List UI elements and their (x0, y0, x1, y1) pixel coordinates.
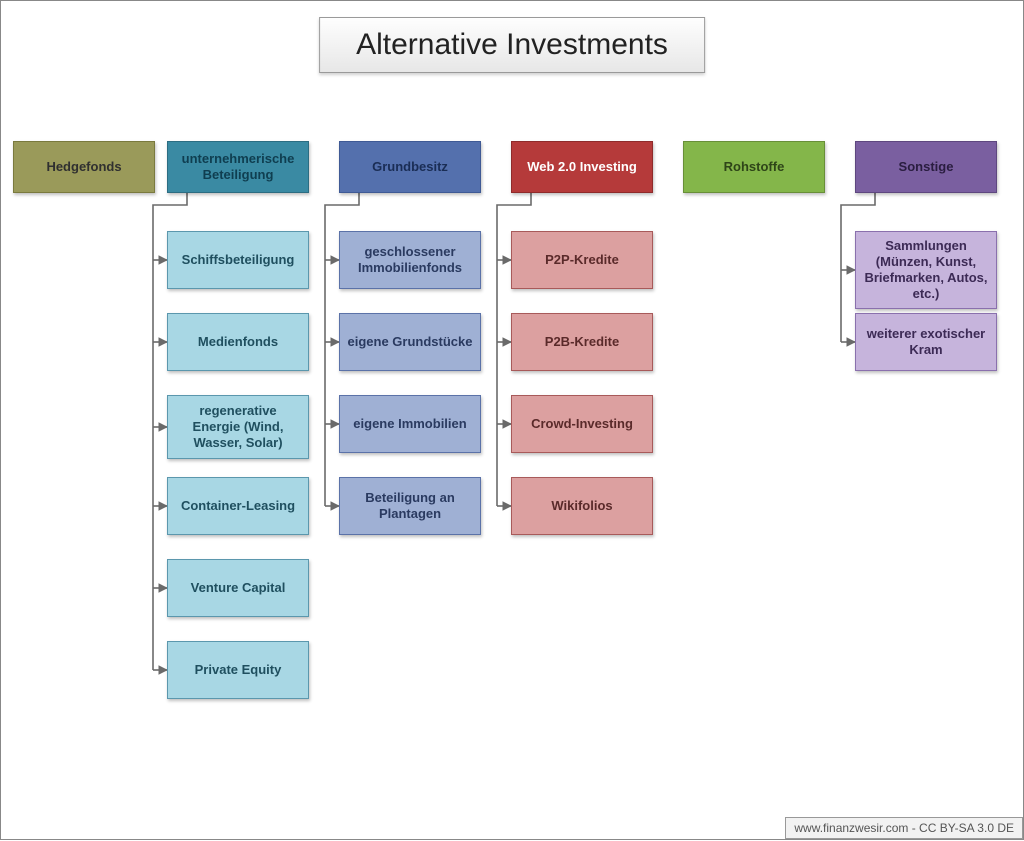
child-sonstige-1: weiterer exotischer Kram (855, 313, 997, 371)
child-grundbesitz-3: Beteiligung an Plantagen (339, 477, 481, 535)
category-web20: Web 2.0 Investing (511, 141, 653, 193)
diagram-canvas: Alternative Investments Hedgefondsuntern… (0, 0, 1024, 840)
diagram-title: Alternative Investments (319, 17, 705, 73)
child-web20-3: Wikifolios (511, 477, 653, 535)
category-unternehmerische: unternehmerische Beteiligung (167, 141, 309, 193)
category-sonstige: Sonstige (855, 141, 997, 193)
child-unternehmerische-1: Medienfonds (167, 313, 309, 371)
child-grundbesitz-2: eigene Immobilien (339, 395, 481, 453)
child-unternehmerische-2: regenerative Energie (Wind, Wasser, Sola… (167, 395, 309, 459)
child-unternehmerische-0: Schiffsbeteiligung (167, 231, 309, 289)
child-unternehmerische-5: Private Equity (167, 641, 309, 699)
child-web20-2: Crowd-Investing (511, 395, 653, 453)
category-hedgefonds: Hedgefonds (13, 141, 155, 193)
child-sonstige-0: Sammlungen (Münzen, Kunst, Briefmarken, … (855, 231, 997, 309)
category-rohstoffe: Rohstoffe (683, 141, 825, 193)
child-unternehmerische-4: Venture Capital (167, 559, 309, 617)
child-web20-1: P2B-Kredite (511, 313, 653, 371)
attribution-label: www.finanzwesir.com - CC BY-SA 3.0 DE (785, 817, 1023, 839)
child-unternehmerische-3: Container-Leasing (167, 477, 309, 535)
child-web20-0: P2P-Kredite (511, 231, 653, 289)
child-grundbesitz-0: geschlossener Immobilienfonds (339, 231, 481, 289)
category-grundbesitz: Grundbesitz (339, 141, 481, 193)
child-grundbesitz-1: eigene Grundstücke (339, 313, 481, 371)
